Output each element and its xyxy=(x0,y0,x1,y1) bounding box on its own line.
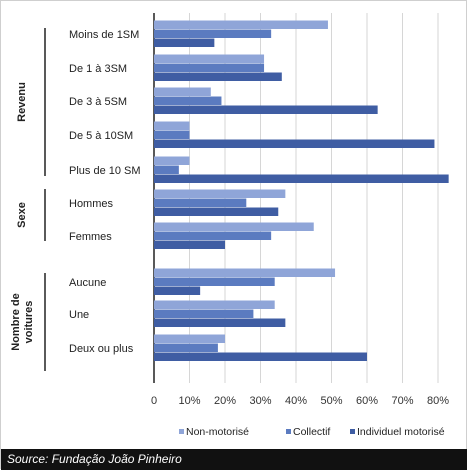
group-label: Nombre devoitures xyxy=(10,293,35,350)
category-label: Aucune xyxy=(69,277,106,289)
bar xyxy=(154,87,211,96)
x-tick-label: 50% xyxy=(320,395,342,407)
legend-label: Collectif xyxy=(293,426,330,438)
legend-swatch xyxy=(286,429,291,434)
x-tick-label: 10% xyxy=(178,395,200,407)
category-label: Hommes xyxy=(69,198,114,210)
bar xyxy=(154,121,190,130)
bar xyxy=(154,318,286,327)
bar xyxy=(154,231,272,240)
legend-label: Non-motorisé xyxy=(186,426,249,438)
category-label: De 3 à 5SM xyxy=(69,96,127,108)
category-label: Femmes xyxy=(69,231,112,243)
x-tick-label: 60% xyxy=(356,395,378,407)
bar xyxy=(154,130,190,139)
bar xyxy=(154,156,190,165)
legend-label: Individuel motorisé xyxy=(357,426,445,438)
category-label: Une xyxy=(69,309,89,321)
bar xyxy=(154,72,282,81)
category-label: Moins de 1SM xyxy=(69,29,139,41)
bar xyxy=(154,277,275,286)
legend-swatch xyxy=(179,429,184,434)
bar xyxy=(154,38,215,47)
bar xyxy=(154,343,218,352)
bar xyxy=(154,139,435,148)
group-label: Sexe xyxy=(16,202,28,228)
x-tick-label: 20% xyxy=(214,395,236,407)
bar xyxy=(154,20,328,29)
bar xyxy=(154,240,225,249)
x-tick-label: 70% xyxy=(391,395,413,407)
group-label: Revenu xyxy=(16,82,28,122)
bar xyxy=(154,334,225,343)
bar xyxy=(154,309,254,318)
bar xyxy=(154,63,265,72)
bar xyxy=(154,165,179,174)
bar xyxy=(154,105,378,114)
x-tick-label: 0 xyxy=(151,395,157,407)
bar xyxy=(154,96,222,105)
category-label: Deux ou plus xyxy=(69,343,134,355)
category-label: De 1 à 3SM xyxy=(69,63,127,75)
bar xyxy=(154,198,247,207)
source-footer: Source: Fundação João Pinheiro xyxy=(1,449,467,470)
bar xyxy=(154,189,286,198)
bar xyxy=(154,222,314,231)
bar xyxy=(154,300,275,309)
category-label: De 5 à 10SM xyxy=(69,130,133,142)
bar xyxy=(154,268,336,277)
bar xyxy=(154,174,449,183)
bar xyxy=(154,29,272,38)
legend-swatch xyxy=(350,429,355,434)
x-tick-label: 30% xyxy=(249,395,271,407)
bar xyxy=(154,286,201,295)
bar xyxy=(154,352,367,361)
category-label: Plus de 10 SM xyxy=(69,165,141,177)
bar xyxy=(154,54,265,63)
bar xyxy=(154,207,279,216)
x-tick-label: 40% xyxy=(285,395,307,407)
x-tick-label: 80% xyxy=(427,395,449,407)
